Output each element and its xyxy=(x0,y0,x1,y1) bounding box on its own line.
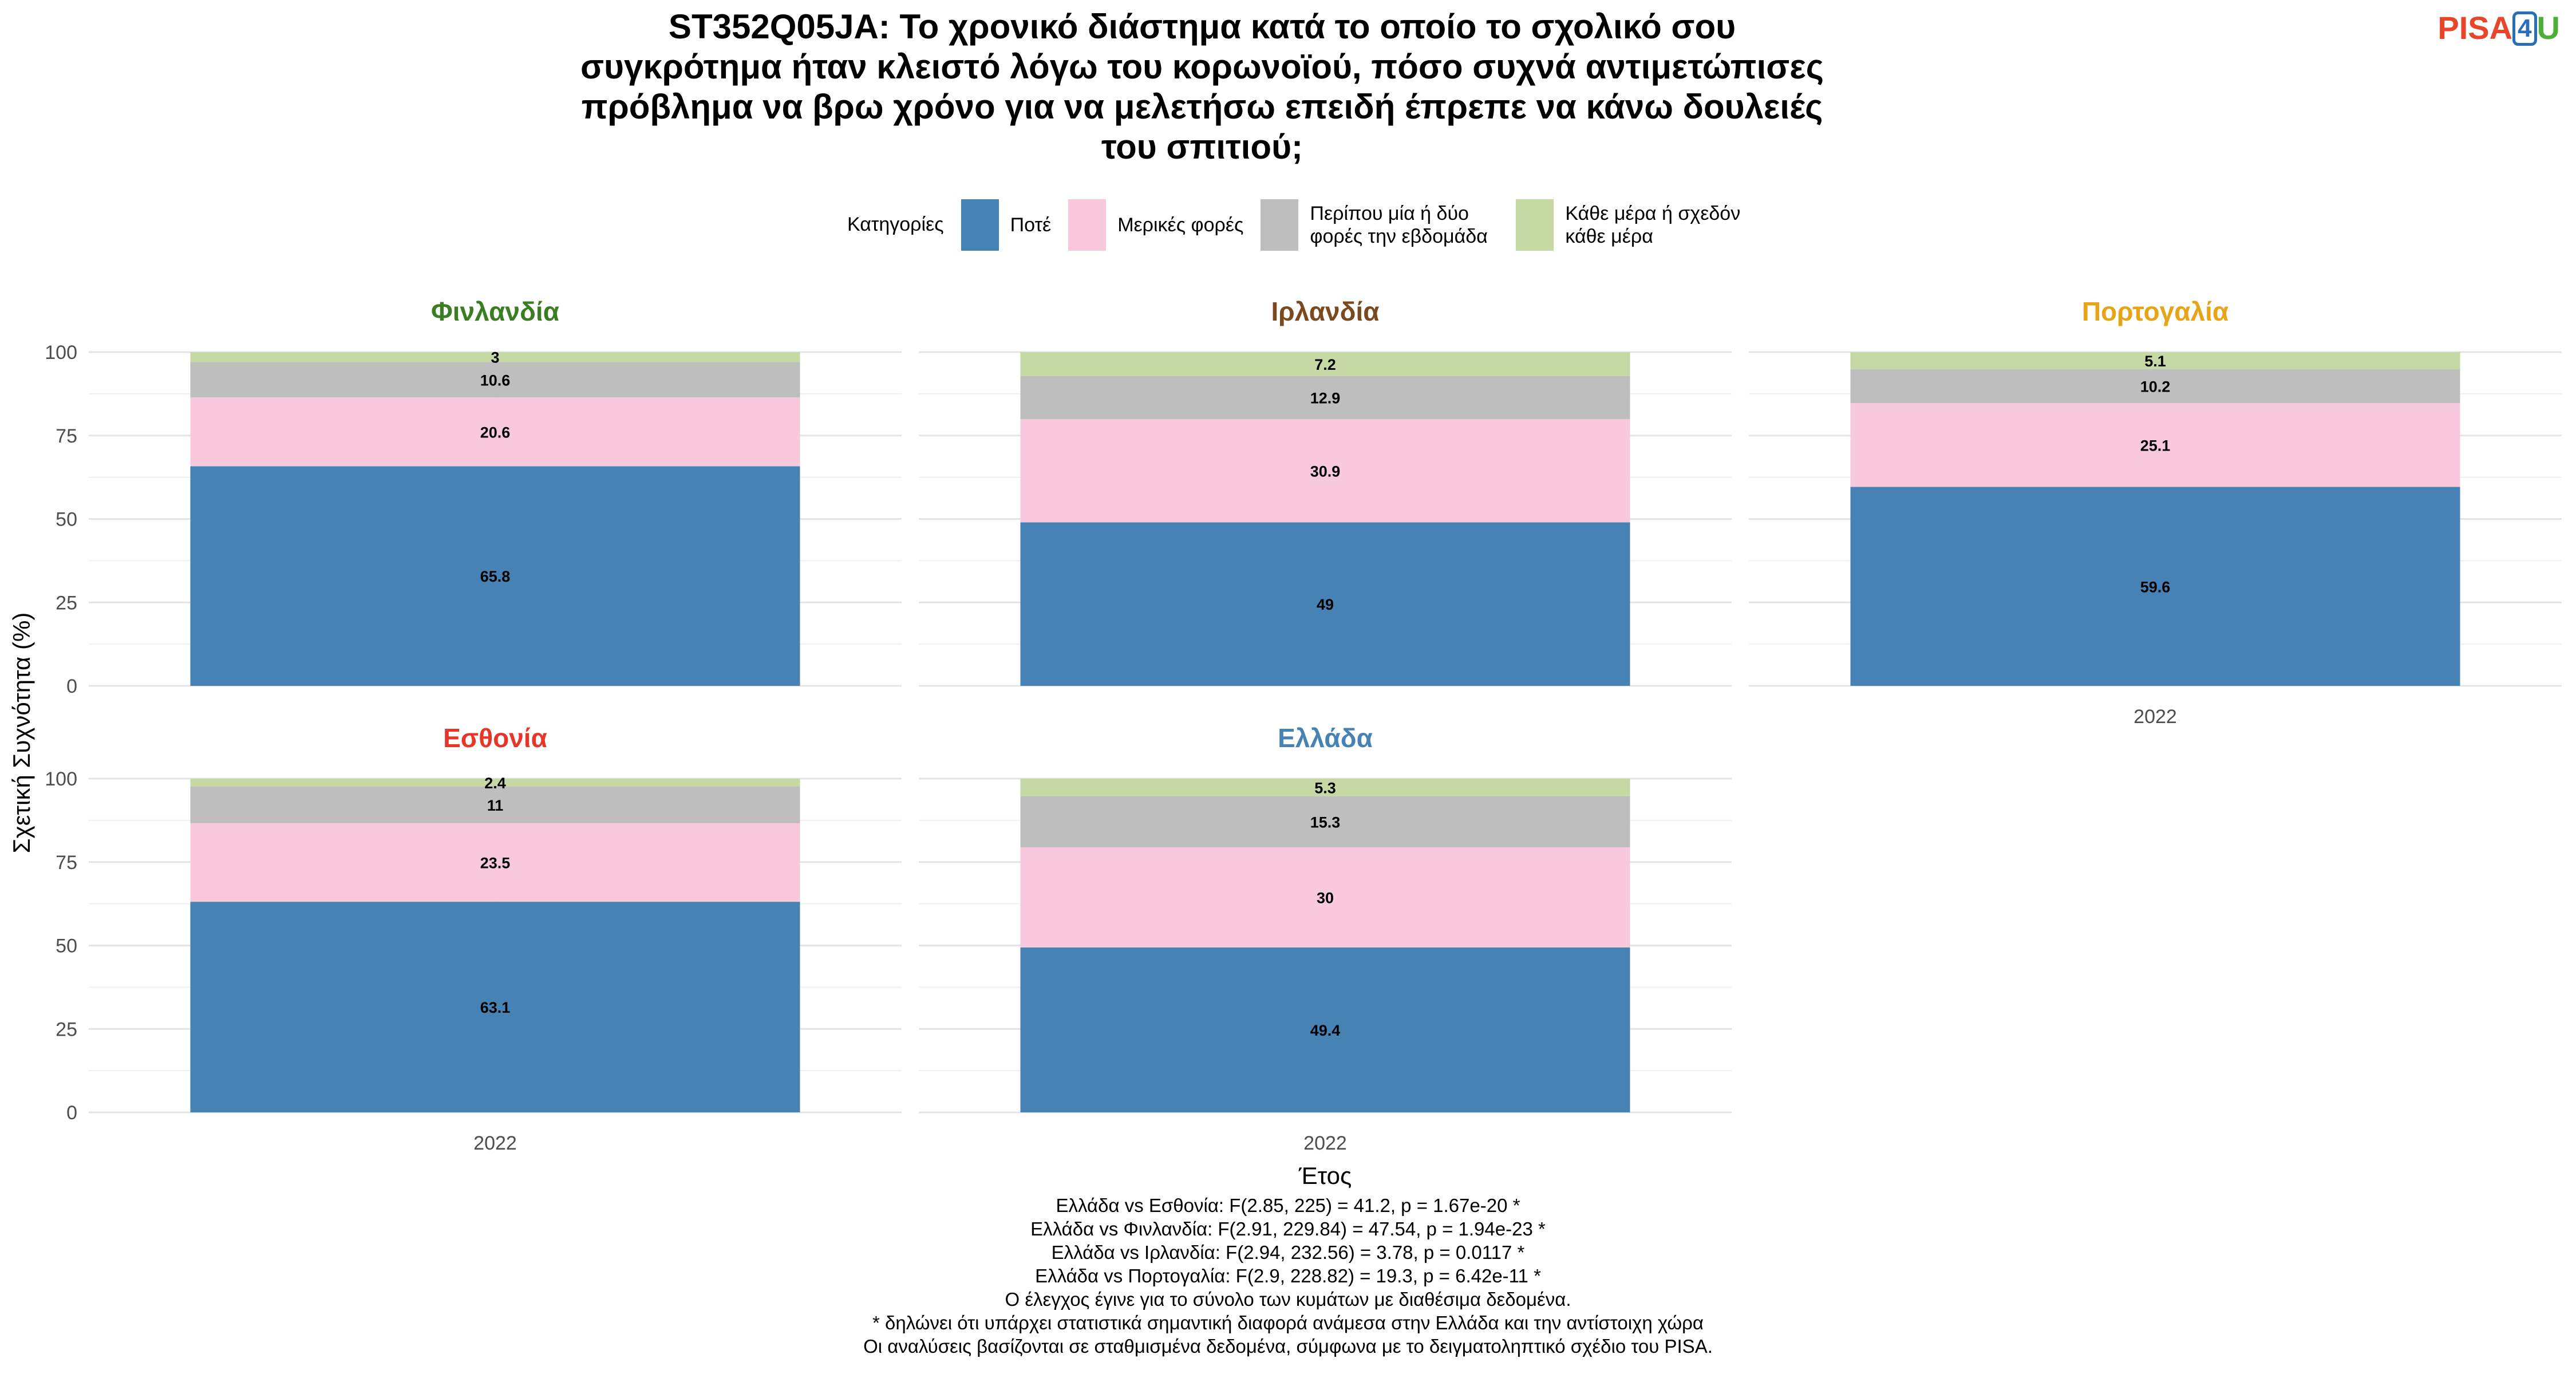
y-tick-label: 75 xyxy=(56,425,77,447)
footnote: Ελλάδα vs Ιρλανδία: F(2.94, 232.56) = 3.… xyxy=(1051,1242,1525,1263)
x-tick-label: 2022 xyxy=(2134,706,2177,728)
bar-segment xyxy=(1850,487,2460,686)
footnote: Οι αναλύσεις βασίζονται σε σταθμισμένα δ… xyxy=(863,1336,1713,1357)
y-axis-title: Σχετική Συχνότητα (%) xyxy=(8,613,35,854)
bar-segment xyxy=(1850,352,2460,369)
bar-segment xyxy=(190,823,800,902)
legend-label: Κάθε μέρα ή σχεδόν κάθε μέρα xyxy=(1565,202,1741,247)
legend-label: Περίπου μία ή δύο φορές την εβδομάδα xyxy=(1310,202,1488,247)
logo-part: U xyxy=(2537,10,2560,46)
data-label: 49.4 xyxy=(1310,1022,1341,1039)
title-line: του σπιτιού; xyxy=(1101,128,1303,166)
legend-title: Κατηγορίες xyxy=(847,214,944,235)
y-tick-label: 25 xyxy=(56,592,77,614)
y-tick-label: 75 xyxy=(56,852,77,874)
panel-title: Φινλανδία xyxy=(431,297,559,326)
data-label: 10.6 xyxy=(480,372,511,389)
bar-segment xyxy=(190,397,800,467)
y-tick-label: 100 xyxy=(45,342,77,364)
bar-segment xyxy=(1020,352,1630,376)
legend-key xyxy=(1068,199,1107,251)
footnote: Ελλάδα vs Φινλανδία: F(2.91, 229.84) = 4… xyxy=(1030,1218,1546,1239)
bar-segment xyxy=(190,362,800,398)
x-tick-label: 2022 xyxy=(1303,1132,1347,1154)
legend-key xyxy=(1516,199,1554,251)
legend-label: Μερικές φορές xyxy=(1117,214,1244,236)
chart-title: ST352Q05JA: Το χρονικό διάστημα κατά το … xyxy=(487,7,1918,167)
data-label: 15.3 xyxy=(1310,814,1341,831)
data-label: 7.2 xyxy=(1314,356,1336,373)
title-line: πρόβλημα να βρω χρόνο για να μελετήσω επ… xyxy=(581,88,1823,126)
y-tick-label: 100 xyxy=(45,768,77,790)
footnote: Ελλάδα vs Εσθονία: F(2.85, 225) = 41.2, … xyxy=(1056,1195,1520,1216)
bar-segment xyxy=(190,466,800,686)
x-tick-label: 2022 xyxy=(473,1132,517,1154)
legend-key xyxy=(1261,199,1299,251)
panel-title: Πορτογαλία xyxy=(2082,297,2229,326)
bar-segment xyxy=(1020,947,1630,1112)
y-tick-label: 0 xyxy=(66,1102,77,1124)
data-label: 10.2 xyxy=(2140,378,2171,395)
legend-item-weekly: Περίπου μία ή δύο φορές την εβδομάδα xyxy=(1261,199,1499,251)
bar-segment xyxy=(1020,419,1630,523)
bar-segment xyxy=(190,902,800,1112)
panel-1: Φινλανδία 65.8 20.6 10.6 3 0 25 50 75 100 xyxy=(45,297,902,697)
bar-segment xyxy=(1020,522,1630,686)
logo-part: PISA xyxy=(2437,10,2513,46)
legend: Κατηγορίες Ποτέ Μερικές φορές Περίπου μί… xyxy=(847,198,1771,252)
y-tick-label: 50 xyxy=(56,935,77,957)
panel-title: Εσθονία xyxy=(443,723,547,753)
legend-item-daily: Κάθε μέρα ή σχεδόν κάθε μέρα xyxy=(1516,199,1754,251)
data-label: 3 xyxy=(491,349,499,366)
data-label: 23.5 xyxy=(480,855,511,872)
data-label: 63.1 xyxy=(480,999,511,1016)
bar-segment xyxy=(190,786,800,824)
legend-item-sometimes: Μερικές φορές xyxy=(1068,199,1243,251)
pisa4u-logo: PISA 4 U xyxy=(2437,8,2560,48)
data-label: 65.8 xyxy=(480,568,511,585)
panel-3: Πορτογαλία 59.6 25.1 10.2 5.1 2022 xyxy=(1749,297,2562,728)
footnote: Ο έλεγχος έγινε για το σύνολο των κυμάτω… xyxy=(1005,1289,1571,1310)
panel-5: Ελλάδα 49.4 30 15.3 5.3 2022 xyxy=(919,723,1732,1154)
data-label: 5.3 xyxy=(1314,779,1336,796)
bar-segment xyxy=(1850,369,2460,404)
data-label: 25.1 xyxy=(2140,437,2171,454)
footnote: Ελλάδα vs Πορτογαλία: F(2.9, 228.82) = 1… xyxy=(1035,1265,1541,1286)
title-line: ST352Q05JA: Το χρονικό διάστημα κατά το … xyxy=(668,7,1736,46)
footnotes: Ελλάδα vs Εσθονία: F(2.85, 225) = 41.2, … xyxy=(572,1194,2004,1358)
panel-2: Ιρλανδία 49 30.9 12.9 7.2 xyxy=(919,297,1732,687)
y-tick-label: 50 xyxy=(56,509,77,531)
data-label: 59.6 xyxy=(2140,578,2171,595)
bar-segment xyxy=(1020,779,1630,796)
bar-segment xyxy=(190,779,800,787)
legend-label: Ποτέ xyxy=(1010,214,1052,236)
bar-segment xyxy=(1020,847,1630,947)
legend-item-never: Ποτέ xyxy=(961,199,1052,251)
data-label: 2.4 xyxy=(484,775,506,792)
data-label: 20.6 xyxy=(480,424,511,441)
legend-key xyxy=(961,199,999,251)
bar-segment xyxy=(1020,796,1630,848)
bar-segment xyxy=(1850,403,2460,487)
data-label: 49 xyxy=(1317,596,1334,613)
y-tick-label: 0 xyxy=(66,676,77,697)
panel-title: Ιρλανδία xyxy=(1271,297,1379,326)
data-label: 5.1 xyxy=(2144,353,2166,370)
y-tick-label: 25 xyxy=(56,1018,77,1040)
logo-part: 4 xyxy=(2512,11,2537,46)
data-label: 30 xyxy=(1317,890,1334,907)
x-axis-title: Έτος xyxy=(1298,1162,1352,1189)
title-line: συγκρότημα ήταν κλειστό λόγω του κορωνοϊ… xyxy=(580,48,1824,86)
bar-segment xyxy=(190,352,800,362)
footnote: * δηλώνει ότι υπάρχει στατιστικά σημαντι… xyxy=(872,1312,1704,1333)
data-label: 12.9 xyxy=(1310,390,1341,407)
data-label: 30.9 xyxy=(1310,463,1341,480)
bar-segment xyxy=(1020,376,1630,420)
data-label: 11 xyxy=(487,797,504,814)
panel-4: Εσθονία 63.1 23.5 11 2.4 0 25 50 75 100 2022 xyxy=(45,723,902,1154)
panel-title: Ελλάδα xyxy=(1278,723,1373,753)
